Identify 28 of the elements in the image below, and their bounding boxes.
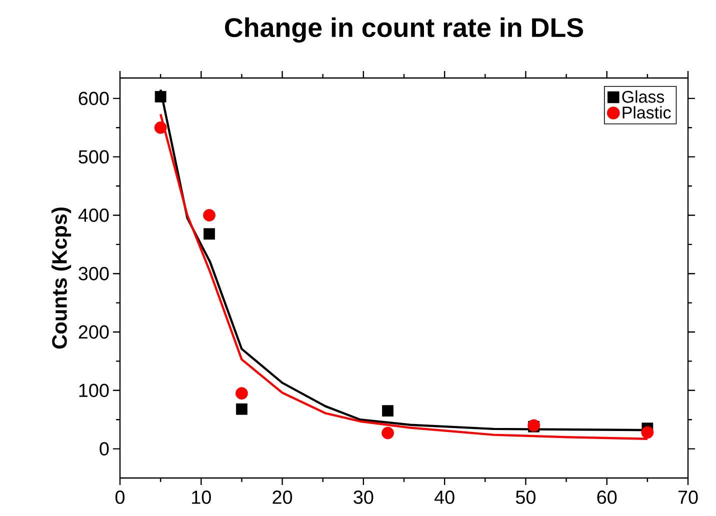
y-tick-label: 100 [79, 384, 109, 398]
x-tick-label: 60 [597, 490, 617, 504]
y-tick-label: 300 [78, 266, 109, 280]
y-tick-label: 600 [78, 92, 109, 106]
x-tick-label: 70 [678, 490, 698, 504]
x-tick-label: 30 [354, 490, 374, 504]
point [154, 121, 167, 134]
point [382, 405, 394, 417]
point [382, 426, 394, 440]
point [154, 90, 166, 102]
y-tick-label: 200 [78, 325, 109, 339]
point [203, 209, 216, 222]
legend-label: Glass [622, 90, 664, 103]
legend-label: Plastic [622, 106, 671, 119]
x-tick-label: 40 [434, 490, 454, 504]
x-tick-label: 0 [115, 490, 125, 504]
point [641, 426, 654, 439]
point [236, 387, 248, 400]
point [236, 403, 248, 415]
x-tick-label: 20 [272, 490, 292, 504]
chart-title: Change in count rate in DLS [225, 17, 584, 43]
x-tick-label: 50 [516, 490, 536, 504]
y-tick-label: 500 [78, 150, 109, 164]
point [204, 228, 215, 240]
y-tick-label: 400 [78, 208, 109, 222]
y-axis-title: Counts (Kcps) [52, 208, 72, 349]
x-tick-label: 10 [192, 490, 211, 504]
y-tick-label: 0 [100, 442, 109, 456]
